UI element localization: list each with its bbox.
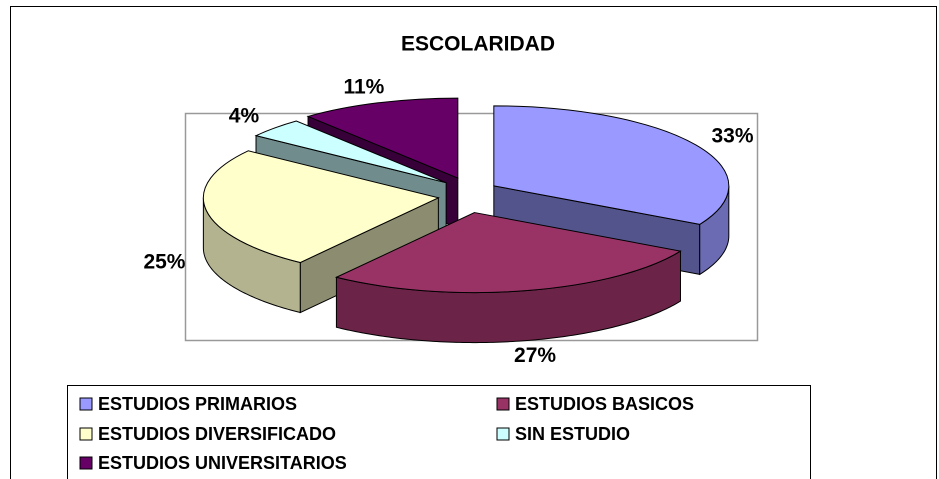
legend-swatch [79, 456, 93, 470]
data-label: 25% [143, 250, 185, 273]
legend-label: ESTUDIOS PRIMARIOS [98, 394, 297, 414]
legend-swatch [496, 397, 510, 411]
legend-label: ESTUDIOS DIVERSIFICADO [98, 424, 336, 444]
data-label: 27% [514, 344, 556, 367]
legend-label: SIN ESTUDIO [515, 424, 630, 444]
legend-swatch [496, 427, 510, 441]
data-label: 11% [343, 75, 384, 98]
legend-frame [67, 385, 811, 479]
data-label: 4% [229, 105, 260, 128]
chart-title: ESCOLARIDAD [401, 33, 555, 56]
legend-swatch [79, 397, 93, 411]
slice [334, 212, 682, 294]
slice [254, 120, 447, 184]
slice [306, 97, 459, 179]
legend-label: ESTUDIOS UNIVERSITARIOS [98, 453, 347, 473]
slice [202, 150, 440, 264]
data-label: 33% [711, 125, 753, 148]
slice [493, 105, 730, 225]
legend-label: ESTUDIOS BASICOS [515, 394, 694, 414]
legend-swatch [79, 427, 93, 441]
